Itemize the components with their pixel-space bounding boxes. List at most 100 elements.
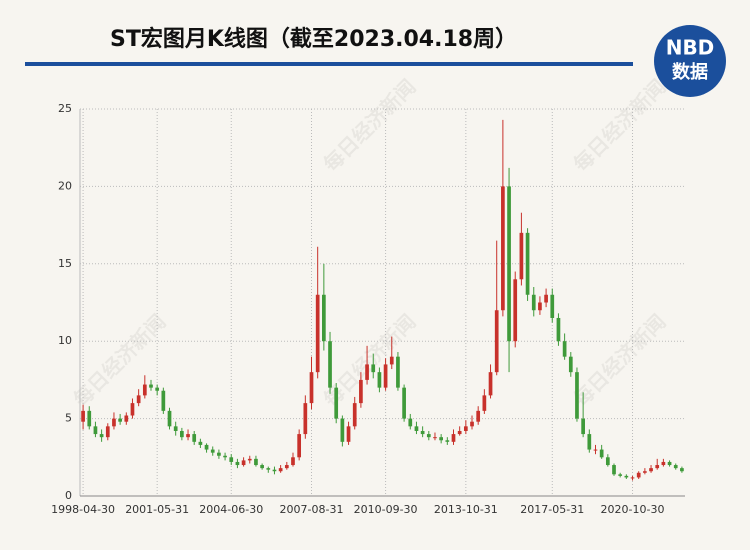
- candle-body: [402, 387, 406, 419]
- candle-body: [513, 279, 518, 342]
- candle-body: [599, 449, 604, 458]
- candle-body: [581, 418, 585, 435]
- candle-body: [445, 440, 450, 442]
- candle-body: [105, 426, 110, 438]
- x-tick-label: 2001-05-31: [125, 503, 189, 516]
- y-tick-label: 15: [58, 257, 72, 270]
- candle-body: [494, 310, 499, 373]
- candle-body: [260, 465, 264, 469]
- candle-body: [93, 426, 98, 435]
- candle-body: [624, 475, 629, 478]
- candle-body: [630, 477, 635, 479]
- candle-body: [661, 461, 666, 466]
- candle-body: [315, 294, 320, 373]
- candle-body: [389, 356, 394, 365]
- candle-body: [538, 302, 542, 311]
- x-tick-label: 2007-08-31: [280, 503, 344, 516]
- candle-body: [99, 434, 104, 438]
- candle-body: [439, 437, 443, 441]
- candle-body: [556, 317, 561, 342]
- candle-body: [359, 379, 363, 404]
- logo: [654, 25, 726, 97]
- candle-body: [161, 390, 166, 411]
- candle-body: [210, 449, 215, 453]
- candle-body: [241, 460, 246, 466]
- candle-body: [482, 395, 487, 411]
- candle-body: [297, 434, 302, 458]
- candle-body: [507, 186, 511, 342]
- candle-body: [525, 232, 530, 295]
- candle-body: [118, 418, 122, 422]
- candle-body: [303, 403, 308, 435]
- x-tick-label: 2020-10-30: [601, 503, 665, 516]
- candle-body: [346, 426, 351, 442]
- candle-body: [383, 364, 388, 388]
- candle-body: [470, 421, 474, 427]
- candle-body: [173, 426, 178, 431]
- candle-body: [155, 387, 160, 391]
- candle-body: [426, 434, 431, 438]
- candle-body: [636, 472, 641, 478]
- candle-body: [167, 410, 172, 427]
- candle-body: [649, 468, 653, 472]
- candle-body: [587, 434, 592, 450]
- candle-body: [149, 384, 153, 388]
- candle-body: [223, 455, 227, 458]
- candle-body: [229, 457, 234, 462]
- candle-body: [142, 384, 147, 396]
- candle-body: [550, 294, 555, 318]
- candle-body: [272, 469, 277, 472]
- candle-body: [457, 430, 462, 435]
- candle-body: [618, 474, 623, 476]
- candle-body: [519, 232, 524, 280]
- candle-body: [612, 465, 616, 475]
- candle-body: [87, 410, 92, 427]
- candle-body: [352, 403, 357, 427]
- candle-body: [680, 468, 684, 472]
- chart-title: ST宏图月K线图（截至2023.04.18周）: [110, 26, 517, 52]
- candle-body: [254, 458, 258, 466]
- candle-body: [180, 430, 184, 438]
- candle-body: [192, 434, 197, 442]
- candle-body: [451, 434, 456, 442]
- candle-body: [562, 341, 567, 357]
- candle-body: [112, 418, 116, 427]
- candle-body: [291, 457, 295, 466]
- x-tick-label: 2010-09-30: [354, 503, 418, 516]
- logo-top: NBD: [666, 36, 715, 60]
- candle-body: [186, 434, 190, 438]
- candle-body: [284, 465, 289, 469]
- candle-body: [643, 471, 647, 473]
- candle-body: [655, 465, 660, 469]
- x-tick-label: 1998-04-30: [51, 503, 115, 516]
- y-tick-label: 0: [65, 489, 72, 502]
- candle-body: [136, 395, 141, 404]
- candle-body: [531, 294, 536, 311]
- y-tick-label: 20: [58, 179, 72, 192]
- candle-body: [501, 186, 505, 311]
- candle-body: [334, 387, 339, 419]
- candle-body: [124, 415, 129, 422]
- candle-body: [575, 372, 579, 419]
- candle-body: [130, 403, 135, 416]
- candle-body: [266, 468, 271, 470]
- candle-body: [204, 444, 209, 450]
- candle-body: [328, 341, 332, 388]
- candle-body: [488, 372, 493, 396]
- y-tick-label: 5: [65, 412, 72, 425]
- candle-body: [309, 372, 314, 404]
- candle-body: [414, 426, 419, 431]
- x-tick-label: 2017-05-31: [520, 503, 584, 516]
- candle-body: [198, 441, 203, 445]
- candle-body: [81, 410, 85, 422]
- title-rule: [25, 62, 633, 66]
- candle-body: [568, 356, 573, 373]
- candle-body: [433, 437, 437, 439]
- candle-body: [463, 426, 468, 431]
- candle-body: [217, 452, 221, 456]
- candle-body: [322, 294, 326, 342]
- candle-body: [408, 418, 413, 427]
- candle-body: [673, 465, 678, 469]
